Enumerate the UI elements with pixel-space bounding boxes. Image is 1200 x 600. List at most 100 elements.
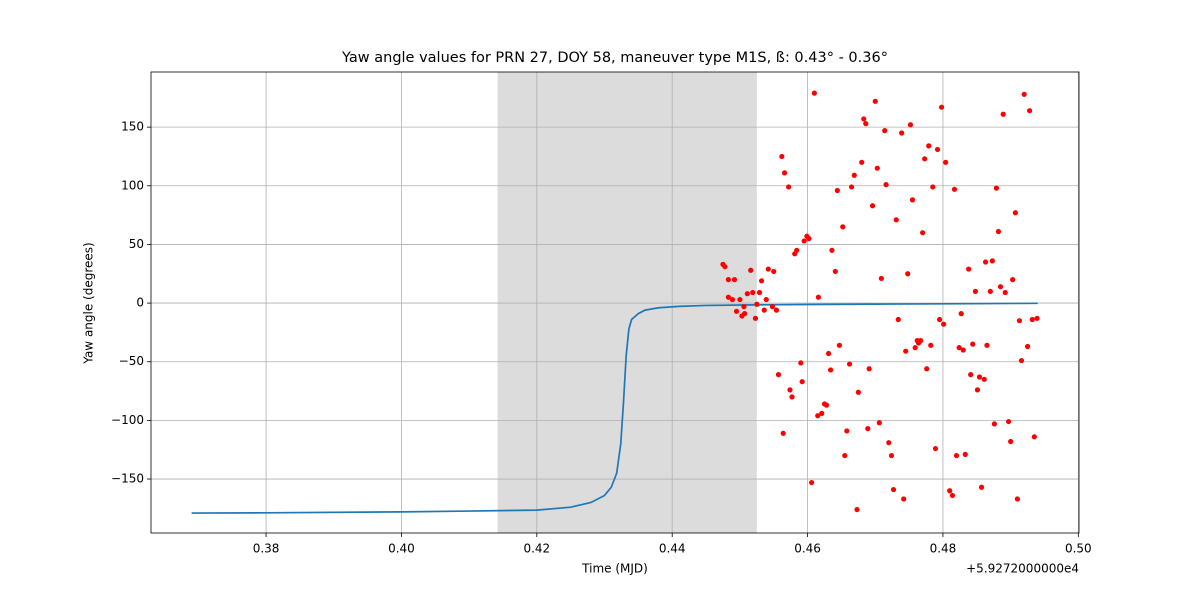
data-point: [1031, 434, 1037, 440]
yaw-line: [191, 302, 1038, 514]
y-tick-label: −150: [111, 472, 144, 486]
data-point: [836, 342, 842, 348]
data-point: [960, 347, 966, 353]
data-point: [827, 367, 834, 373]
data-point: [806, 235, 812, 242]
data-point: [848, 184, 855, 190]
data-point: [922, 156, 928, 162]
data-point: [987, 288, 993, 294]
data-point: [1029, 316, 1035, 323]
data-point: [1006, 418, 1012, 425]
data-point: [781, 170, 788, 176]
data-point: [890, 486, 897, 493]
data-point: [801, 238, 807, 244]
data-point: [731, 277, 738, 283]
y-tick-label: 150: [121, 120, 144, 134]
data-point: [819, 410, 825, 416]
data-point: [799, 379, 805, 385]
data-point: [893, 217, 899, 223]
data-point: [962, 451, 968, 458]
data-point: [1021, 91, 1027, 97]
data-point: [926, 143, 932, 149]
data-point: [901, 496, 907, 502]
x-tick-label: 0.48: [930, 542, 957, 556]
data-point: [725, 294, 731, 300]
x-offset-label: +5.9272000000e4: [966, 562, 1079, 576]
data-point: [725, 277, 731, 283]
data-point: [956, 345, 962, 351]
data-point: [918, 338, 924, 344]
data-point: [1034, 315, 1040, 321]
data-point: [1024, 343, 1031, 350]
data-point: [966, 266, 972, 272]
data-point: [958, 311, 964, 317]
data-point: [771, 268, 777, 275]
data-point: [865, 426, 871, 432]
data-point: [866, 366, 872, 372]
data-point: [832, 268, 838, 275]
data-point: [794, 247, 800, 253]
data-point: [982, 259, 989, 265]
data-point: [789, 394, 795, 400]
x-tick-label: 0.42: [523, 542, 550, 556]
data-point: [872, 98, 878, 104]
data-point: [968, 372, 974, 378]
data-point: [978, 484, 985, 490]
data-point: [763, 296, 769, 303]
data-point: [758, 278, 765, 284]
y-tick-label: −100: [111, 413, 144, 427]
data-point: [932, 445, 939, 452]
data-point: [854, 506, 860, 513]
data-point: [924, 366, 930, 372]
data-point: [863, 121, 869, 127]
data-point: [936, 316, 943, 323]
data-point: [842, 452, 848, 459]
data-point: [825, 350, 832, 357]
data-point: [861, 116, 867, 122]
data-point: [775, 372, 782, 378]
x-tick-label: 0.50: [1065, 542, 1092, 556]
data-point: [722, 264, 728, 270]
data-point: [750, 289, 756, 296]
data-point: [869, 203, 876, 209]
data-point: [949, 492, 956, 499]
x-tick-label: 0.38: [253, 542, 280, 556]
data-point: [899, 130, 905, 136]
data-point: [815, 413, 821, 419]
data-point: [970, 341, 976, 347]
y-tick-label: 0: [136, 296, 144, 310]
data-point: [1010, 277, 1016, 283]
data-point: [834, 187, 840, 194]
data-point: [815, 294, 822, 300]
data-point: [1008, 438, 1014, 445]
data-point: [874, 165, 880, 171]
data-point: [744, 291, 750, 297]
data-point: [976, 374, 983, 380]
data-point: [886, 440, 892, 446]
data-point: [934, 146, 941, 153]
data-point: [920, 230, 926, 236]
data-point: [823, 402, 830, 408]
data-point: [741, 304, 747, 310]
data-point: [989, 258, 995, 264]
chart-title: Yaw angle values for PRN 27, DOY 58, man…: [341, 50, 888, 66]
data-point: [878, 275, 884, 282]
data-point: [928, 342, 934, 348]
data-point: [1026, 108, 1033, 114]
data-point: [938, 104, 945, 110]
data-point: [997, 284, 1004, 290]
data-point: [855, 389, 861, 395]
data-point: [859, 159, 865, 165]
data-point: [876, 420, 882, 426]
data-point: [888, 452, 895, 459]
data-point: [1000, 111, 1006, 117]
data-point: [729, 296, 736, 303]
data-point: [752, 315, 759, 321]
data-point: [844, 428, 850, 434]
data-point: [984, 342, 990, 348]
data-point: [951, 186, 958, 192]
data-point: [779, 153, 785, 160]
y-tick-label: −50: [119, 354, 144, 368]
data-point: [943, 159, 949, 165]
